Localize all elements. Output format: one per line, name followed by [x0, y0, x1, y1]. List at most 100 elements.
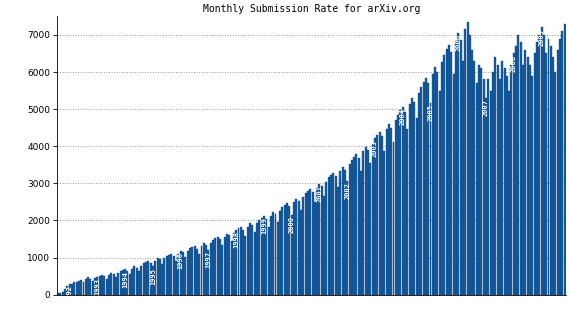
Bar	[381, 136, 383, 295]
Bar	[74, 282, 75, 295]
Bar	[122, 270, 124, 295]
Bar	[487, 79, 489, 295]
Bar	[64, 289, 66, 295]
Bar	[360, 171, 362, 295]
Bar	[140, 266, 142, 295]
Bar	[96, 277, 99, 295]
Bar	[180, 251, 182, 295]
Bar	[427, 83, 429, 295]
Bar	[110, 273, 112, 295]
Bar	[120, 271, 121, 295]
Bar	[321, 186, 323, 295]
Bar	[418, 93, 420, 295]
Bar	[351, 160, 353, 295]
Text: 1999: 1999	[261, 217, 267, 234]
Bar	[559, 39, 561, 295]
Bar	[474, 61, 475, 295]
Bar	[385, 129, 388, 295]
Bar	[478, 65, 480, 295]
Bar	[275, 214, 276, 295]
Bar	[476, 83, 478, 295]
Bar	[344, 169, 346, 295]
Bar	[251, 225, 254, 295]
Bar	[214, 238, 217, 295]
Text: 1994: 1994	[122, 271, 128, 288]
Bar	[57, 294, 59, 295]
Bar	[157, 258, 158, 295]
Bar	[210, 243, 211, 295]
Bar	[341, 167, 344, 295]
Bar	[265, 219, 267, 295]
Bar	[506, 76, 508, 295]
Bar	[66, 286, 68, 295]
Bar	[247, 227, 249, 295]
Bar	[464, 29, 466, 295]
Bar	[242, 230, 244, 295]
Bar	[108, 275, 110, 295]
Bar	[87, 277, 89, 295]
Bar	[62, 291, 64, 295]
Bar	[332, 173, 335, 295]
Bar	[378, 132, 381, 295]
Bar	[555, 72, 556, 295]
Text: 1992: 1992	[67, 285, 72, 302]
Bar	[518, 35, 519, 295]
Bar	[284, 205, 286, 295]
Bar	[258, 220, 260, 295]
Bar	[223, 237, 226, 295]
Bar	[131, 269, 133, 295]
Bar	[205, 244, 207, 295]
Bar	[184, 257, 186, 295]
Bar	[282, 207, 283, 295]
Bar	[189, 248, 191, 295]
Bar	[164, 258, 165, 295]
Text: 1996: 1996	[178, 252, 184, 269]
Bar	[166, 256, 168, 295]
Bar	[561, 31, 563, 295]
Bar	[238, 228, 239, 295]
Bar	[145, 262, 147, 295]
Bar	[534, 53, 536, 295]
Text: 2007: 2007	[483, 99, 489, 116]
Bar	[288, 206, 290, 295]
Bar	[369, 163, 371, 295]
Bar	[161, 263, 163, 295]
Bar	[138, 271, 140, 295]
Text: 1993: 1993	[95, 278, 100, 295]
Bar	[198, 254, 200, 295]
Bar	[89, 279, 91, 295]
Bar	[349, 164, 351, 295]
Bar	[557, 50, 559, 295]
Bar	[312, 192, 314, 295]
Bar	[383, 151, 385, 295]
Bar	[291, 215, 292, 295]
Bar	[490, 91, 492, 295]
Bar	[430, 103, 431, 295]
Bar	[511, 65, 512, 295]
Bar	[310, 188, 311, 295]
Bar	[231, 241, 233, 295]
Bar	[307, 191, 309, 295]
Bar	[543, 35, 545, 295]
Bar	[286, 203, 288, 295]
Bar	[149, 263, 152, 295]
Bar	[448, 45, 450, 295]
Bar	[129, 274, 131, 295]
Bar	[515, 46, 517, 295]
Bar	[221, 245, 223, 295]
Bar	[94, 278, 96, 295]
Bar	[103, 276, 105, 295]
Bar	[325, 182, 327, 295]
Bar	[295, 199, 298, 295]
Bar	[469, 35, 471, 295]
Bar	[173, 256, 175, 295]
Bar	[471, 50, 473, 295]
Bar	[520, 42, 522, 295]
Bar	[267, 227, 270, 295]
Bar	[219, 239, 221, 295]
Bar	[499, 79, 501, 295]
Bar	[363, 151, 364, 295]
Bar	[328, 177, 329, 295]
Bar	[133, 267, 136, 295]
Bar	[136, 267, 138, 295]
